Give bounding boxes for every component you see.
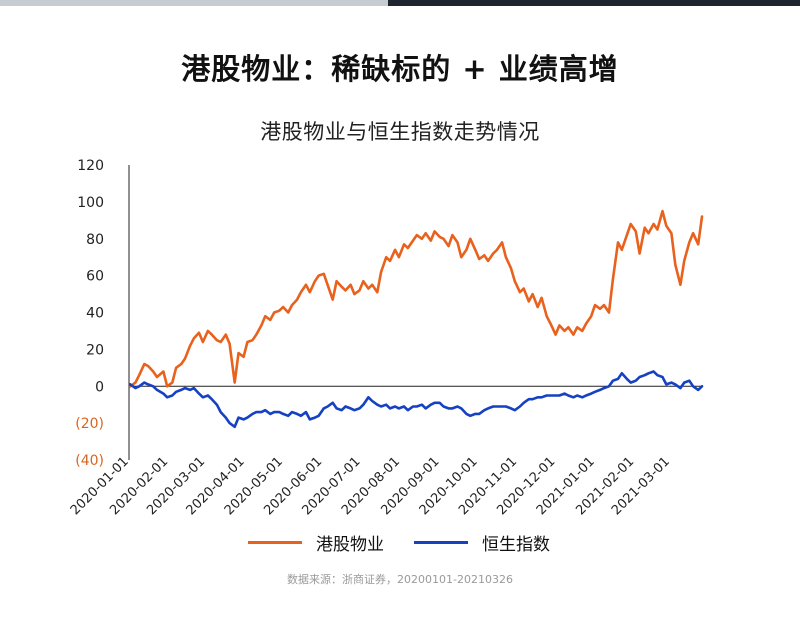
y-tick-label: (20) — [75, 416, 104, 432]
legend-label-hsi: 恒生指数 — [482, 534, 550, 555]
y-tick-label: 60 — [86, 269, 104, 285]
top-strip — [0, 0, 800, 6]
y-tick-label: 0 — [95, 379, 104, 395]
source-note: 数据来源：浙商证券，20200101-20210326 — [287, 573, 513, 586]
y-tick-label: 80 — [86, 232, 104, 248]
y-tick-label: (40) — [75, 453, 104, 469]
y-tick-label: 20 — [86, 342, 104, 358]
series-line-hsi — [129, 370, 704, 429]
y-tick-label: 40 — [86, 306, 104, 322]
legend-item-property: 港股物业 — [248, 528, 384, 556]
top-strip-light — [0, 0, 388, 6]
legend-swatch-property — [248, 540, 302, 544]
legend-swatch-hsi — [414, 540, 468, 544]
top-strip-dark — [388, 0, 800, 6]
y-tick-label: 120 — [77, 158, 104, 174]
legend-item-hsi: 恒生指数 — [414, 528, 550, 556]
series-line-property — [129, 209, 704, 388]
legend-label-property: 港股物业 — [316, 534, 384, 555]
slide-headline: 港股物业：稀缺标的 + 业绩高增 — [181, 52, 619, 86]
legend: 港股物业 恒生指数 — [0, 528, 800, 558]
y-tick-label: 100 — [77, 195, 104, 211]
chart-title: 港股物业与恒生指数走势情况 — [260, 120, 540, 144]
